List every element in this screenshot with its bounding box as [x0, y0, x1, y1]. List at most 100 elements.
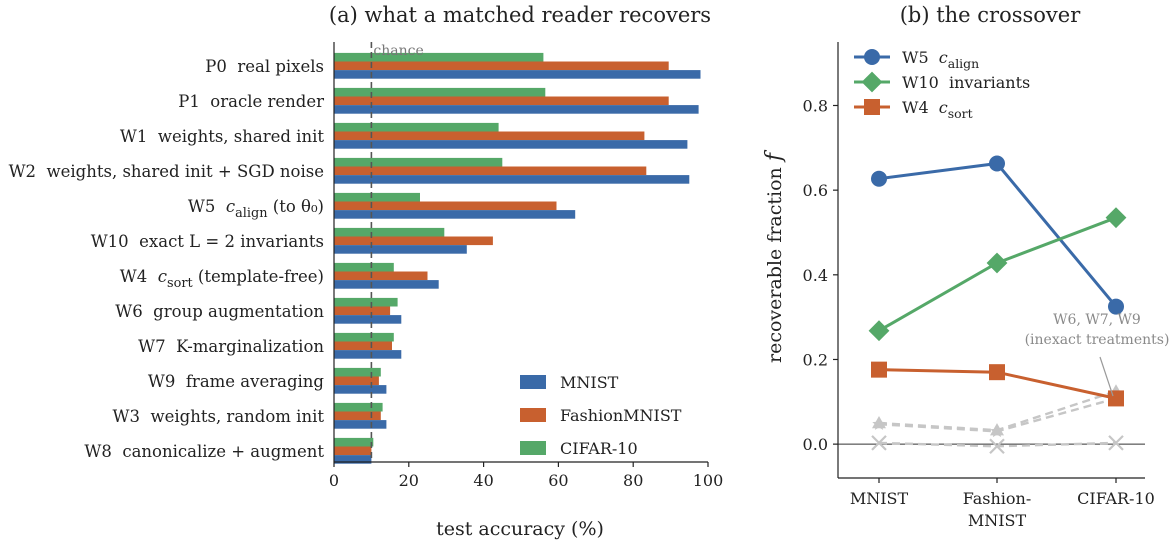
faint-point-3-3 — [1108, 435, 1124, 451]
inexact-treatments-annotation: W6, W7, W9 (inexact treatments) — [1025, 312, 1170, 397]
point-w5-c-align-2 — [989, 155, 1005, 172]
category-label-4: W2 weights, shared init + SGD noise — [9, 162, 324, 181]
bar-fashionmnist-11 — [334, 411, 381, 421]
annotation-arrow — [1099, 356, 1114, 397]
legend-swatch-cifar-10 — [520, 441, 546, 455]
panel-a-xlabel: test accuracy (%) — [436, 518, 604, 540]
series-line-w5-c-align — [878, 161, 1118, 308]
bar-fashionmnist-6 — [334, 236, 493, 246]
category-label-6: W10 exact L = 2 invariants — [91, 232, 324, 251]
x-tick-label: 100 — [693, 471, 724, 490]
x-tick-label: 20 — [399, 471, 419, 490]
panel-a-title: (a) what a matched reader recovers — [329, 3, 711, 27]
bar-fashionmnist-4 — [334, 166, 647, 176]
category-label-11: W3 weights, random init — [113, 407, 325, 426]
annotation-line-1: W6, W7, W9 — [1053, 312, 1141, 328]
bar-cifar-10-6 — [334, 227, 445, 237]
panel-a-bar-chart: (a) what a matched reader recovers P0 re… — [9, 3, 724, 540]
y-axis-label: recoverable fraction f — [762, 149, 787, 363]
bar-fashionmnist-1 — [334, 61, 669, 71]
bar-fashionmnist-2 — [334, 96, 669, 106]
annotation-line-2: (inexact treatments) — [1025, 332, 1170, 348]
bar-cifar-10-9 — [334, 332, 394, 342]
panel-b-ylabel: recoverable fraction f — [762, 149, 787, 363]
legend-label-w5-c-align: W5 calign — [902, 48, 979, 71]
panel-b-title: (b) the crossover — [900, 3, 1082, 27]
legend-marker-w10-invariants — [861, 71, 883, 93]
y-tick-label: 0.0 — [803, 435, 828, 454]
faint-point-2-1 — [872, 417, 886, 430]
point-w10-invariants-1 — [868, 320, 890, 342]
bar-cifar-10-11 — [334, 402, 383, 412]
x-tick-label-fashion-mnist: MNIST — [968, 511, 1027, 530]
point-w10-invariants-2 — [986, 252, 1008, 274]
bar-fashionmnist-9 — [334, 341, 392, 351]
point-w4-c-sort-1 — [871, 361, 887, 378]
point-w4-c-sort-2 — [989, 364, 1005, 381]
bar-cifar-10-3 — [334, 122, 499, 132]
x-tick-label: 60 — [548, 471, 568, 490]
legend-label-w10-invariants: W10 invariants — [902, 73, 1030, 92]
legend-swatch-fashionmnist — [520, 408, 546, 422]
bar-fashionmnist-12 — [334, 446, 372, 456]
legend-marker-w4-c-sort — [864, 99, 880, 115]
x-tick-label-mnist: MNIST — [850, 489, 909, 508]
point-w5-c-align-1 — [871, 170, 887, 187]
panel-b-line-chart: (b) the crossover 0.0 0.2 0.4 0.6 0.8 MNIST Fa… — [762, 3, 1169, 530]
bar-mnist-8 — [334, 315, 402, 324]
chance-label: chance — [373, 43, 423, 59]
bar-cifar-10-2 — [334, 87, 546, 97]
legend-label-cifar-10: CIFAR-10 — [560, 439, 638, 458]
bar-mnist-1 — [334, 70, 701, 79]
bar-mnist-5 — [334, 210, 576, 219]
category-label-9: W7 K-marginalization — [138, 337, 324, 356]
panel-b-axes-frame — [837, 42, 1145, 479]
bar-mnist-3 — [334, 140, 688, 149]
bar-fashionmnist-3 — [334, 131, 645, 141]
bar-mnist-4 — [334, 175, 690, 184]
legend-label-w4-c-sort: W4 csort — [902, 98, 973, 121]
x-tick-label: 0 — [329, 471, 339, 490]
x-tick-label-cifar-10: CIFAR-10 — [1077, 489, 1155, 508]
bar-cifar-10-5 — [334, 192, 420, 202]
category-label-7: W4 csort (template-free) — [120, 267, 324, 291]
category-label-8: W6 group augmentation — [115, 302, 324, 321]
y-tick-label: 0.6 — [803, 181, 828, 200]
x-tick-label: 80 — [623, 471, 643, 490]
category-label-10: W9 frame averaging — [148, 372, 325, 391]
legend-label-mnist: MNIST — [560, 373, 619, 392]
y-tick-label: 0.2 — [803, 350, 828, 369]
legend-label-fashionmnist: FashionMNIST — [560, 406, 682, 425]
category-label-5: W5 calign (to θ₀) — [188, 197, 324, 221]
bar-cifar-10-12 — [334, 437, 374, 447]
bar-cifar-10-7 — [334, 262, 394, 272]
panel-a-legend: MNIST FashionMNIST CIFAR-10 — [520, 373, 682, 458]
bar-mnist-11 — [334, 420, 387, 429]
y-tick-label: 0.8 — [803, 96, 828, 115]
bar-mnist-9 — [334, 350, 402, 359]
faint-point-3-2 — [989, 438, 1005, 455]
x-tick-label: 40 — [473, 471, 493, 490]
bar-mnist-2 — [334, 105, 699, 114]
point-w4-c-sort-3 — [1108, 390, 1124, 407]
bar-cifar-10-10 — [334, 367, 381, 377]
bar-cifar-10-8 — [334, 297, 398, 307]
legend-swatch-mnist — [520, 375, 546, 389]
bar-cifar-10-4 — [334, 157, 503, 167]
point-w5-c-align-3 — [1108, 298, 1124, 315]
bar-fashionmnist-7 — [334, 271, 428, 281]
panel-b-legend: W5 calign W10 invariants W4 csort — [854, 48, 1030, 121]
legend-marker-w5-c-align — [864, 49, 880, 65]
panel-a-axes-frame — [333, 42, 708, 463]
x-tick-label-fashion-mnist: Fashion- — [963, 489, 1032, 508]
bar-mnist-6 — [334, 245, 467, 254]
faint-point-2-2 — [990, 424, 1004, 438]
bar-fashionmnist-10 — [334, 376, 379, 386]
bar-mnist-7 — [334, 280, 439, 289]
faint-point-3-1 — [871, 435, 887, 451]
category-label-3: W1 weights, shared init — [120, 127, 324, 146]
bar-fashionmnist-5 — [334, 201, 557, 211]
bar-cifar-10-1 — [334, 52, 544, 62]
bar-mnist-10 — [334, 385, 387, 394]
